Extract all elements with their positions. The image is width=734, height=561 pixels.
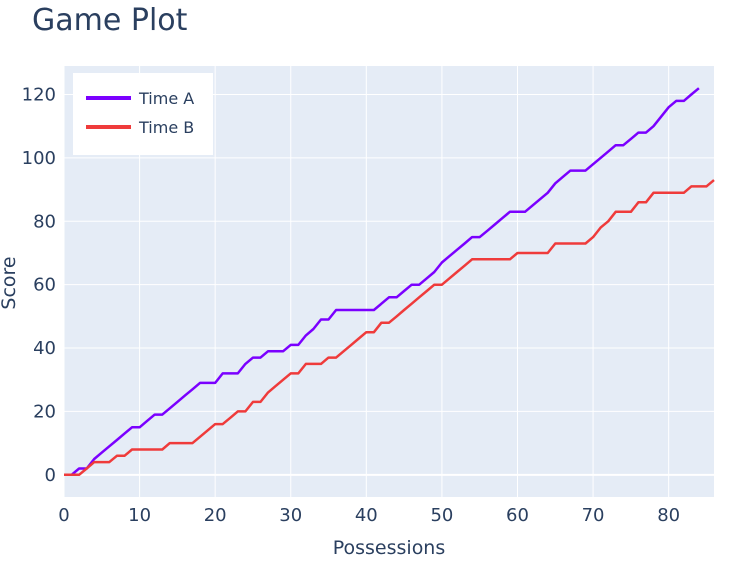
y-tick-label: 100	[22, 148, 56, 169]
series-line-time-b	[64, 179, 715, 477]
x-tick-label: 60	[506, 505, 529, 526]
y-tick-label: 60	[33, 275, 56, 296]
legend: Time A Time B	[73, 73, 213, 155]
x-tick-label: 40	[355, 505, 378, 526]
y-axis-title: Score	[0, 256, 20, 309]
x-tick-label: 80	[657, 505, 680, 526]
y-tick-label: 40	[33, 338, 56, 359]
x-axis-title: Possessions	[333, 537, 446, 559]
legend-label-time-a: Time A	[138, 89, 194, 108]
y-tick-label: 0	[45, 465, 56, 486]
x-tick-label: 0	[58, 505, 69, 526]
x-axis-ticks: 0 10 20 30 40 50 60 70 80	[58, 505, 680, 526]
legend-box	[73, 73, 213, 155]
x-tick-label: 20	[204, 505, 227, 526]
grid-lines	[63, 66, 714, 497]
x-tick-label: 10	[128, 505, 151, 526]
y-tick-label: 120	[22, 85, 56, 106]
series-line-time-a	[64, 87, 700, 477]
series-lines	[64, 87, 715, 477]
legend-label-time-b: Time B	[138, 118, 194, 137]
y-tick-label: 80	[33, 211, 56, 232]
chart-title: Game Plot	[32, 3, 188, 38]
x-tick-label: 50	[430, 505, 453, 526]
y-axis-ticks: 0 20 40 60 80 100 120	[22, 85, 56, 486]
y-tick-label: 20	[33, 401, 56, 422]
x-tick-label: 30	[279, 505, 302, 526]
x-tick-label: 70	[582, 505, 605, 526]
